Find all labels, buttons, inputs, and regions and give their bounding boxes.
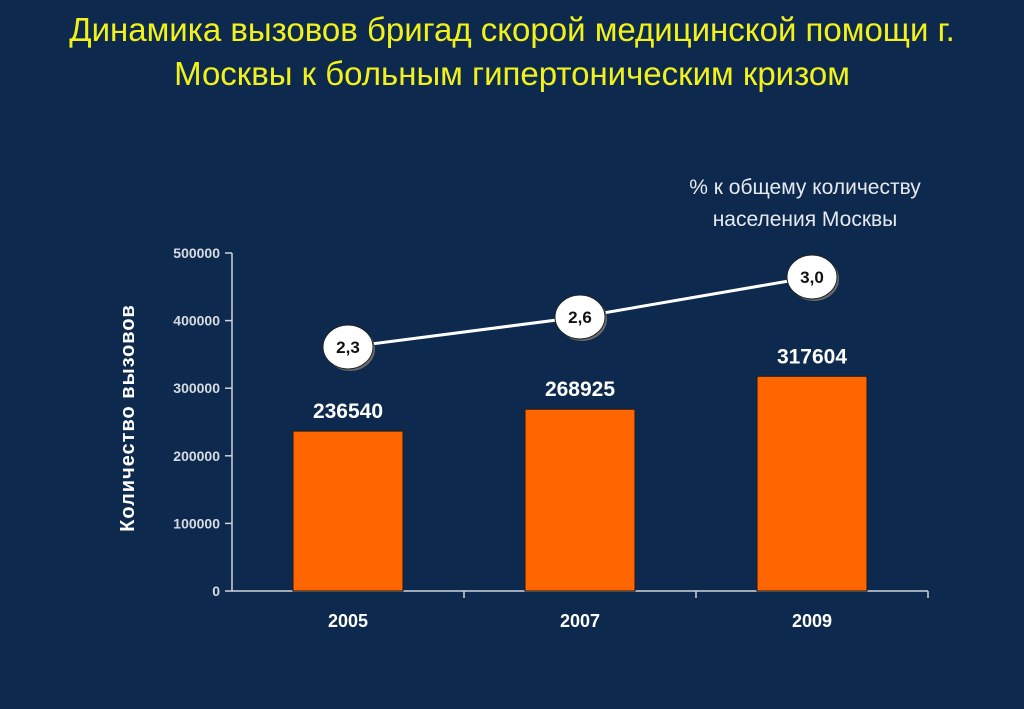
bars-group: 236540 2005 268925 2007 317604 2009 bbox=[292, 345, 868, 631]
bar bbox=[524, 408, 636, 592]
y-tick-label: 400000 bbox=[173, 313, 220, 329]
line-value-label: 2,6 bbox=[568, 308, 592, 327]
line-point-marker bbox=[322, 324, 374, 370]
y-tick-label: 500000 bbox=[173, 245, 220, 261]
y-tick-label: 100000 bbox=[173, 515, 220, 531]
x-category-label: 2005 bbox=[328, 611, 368, 631]
line-series-legend: % к общему количеству населения Москвы bbox=[689, 176, 921, 231]
line-point-marker bbox=[554, 294, 606, 340]
bar-value-label: 317604 bbox=[777, 345, 847, 368]
y-tick-label: 300000 bbox=[173, 380, 220, 396]
line-value-label: 3,0 bbox=[800, 268, 824, 287]
bar bbox=[756, 375, 868, 592]
line-value-label: 2,3 bbox=[336, 338, 360, 357]
y-tick-label: 0 bbox=[212, 583, 220, 599]
y-tick-label: 200000 bbox=[173, 448, 220, 464]
y-axis-label: Количество вызовов bbox=[117, 304, 139, 532]
slide-title: Динамика вызовов бригад скорой медицинск… bbox=[69, 11, 955, 92]
bar-value-label: 268925 bbox=[545, 378, 615, 401]
bar bbox=[292, 430, 404, 592]
line-point-marker bbox=[786, 254, 838, 300]
x-category-label: 2009 bbox=[792, 611, 832, 631]
line-series-group: 2,3 2,6 3,0 bbox=[322, 254, 839, 371]
x-category-label: 2007 bbox=[560, 611, 600, 631]
bar-value-label: 236540 bbox=[313, 400, 383, 423]
